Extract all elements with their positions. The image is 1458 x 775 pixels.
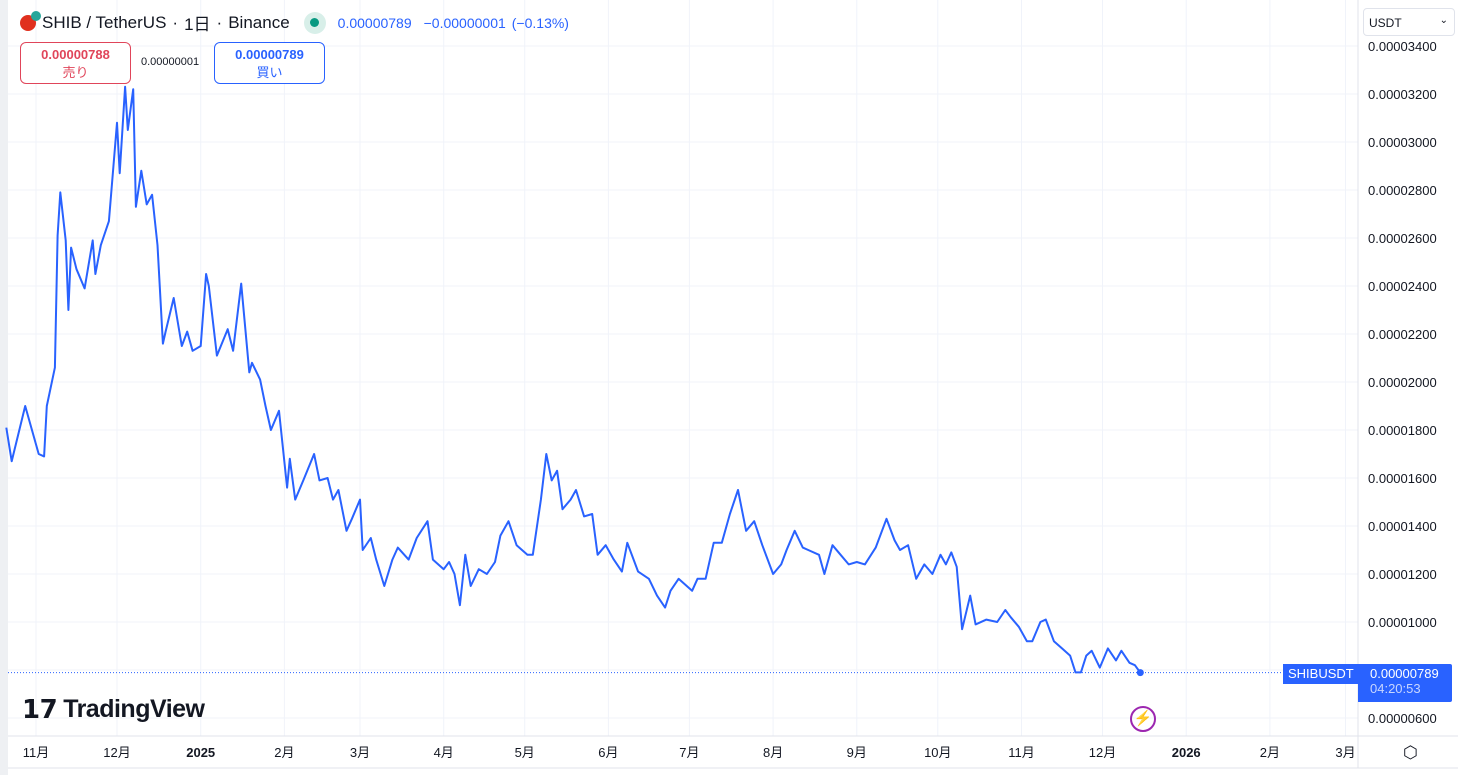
x-tick-label: 12月 [103, 745, 130, 760]
y-tick-label: 0.00001000 [1368, 615, 1437, 630]
tradingview-logo[interactable]: 𝟭𝟳 TradingView [22, 694, 205, 725]
symbol-header: SHIB / TetherUS · 1日 · Binance 0.0000078… [20, 10, 569, 35]
y-tick-label: 0.00003400 [1368, 39, 1437, 54]
logo-text: TradingView [63, 695, 205, 723]
settings-icon[interactable]: ⬡ [1403, 743, 1418, 762]
exchange: Binance [228, 12, 290, 32]
x-tick-label: 3月 [350, 745, 370, 760]
market-open-icon [303, 11, 326, 34]
x-tick-label: 8月 [763, 745, 783, 760]
tradingview-mark-icon: 𝟭𝟳 [22, 694, 58, 724]
currency-chevron-icon: ⌄ [1439, 15, 1448, 26]
buy-button[interactable]: 0.00000789 買い [214, 42, 325, 84]
y-tick-label: 0.00001200 [1368, 567, 1437, 582]
x-tick-label: 7月 [679, 745, 699, 760]
last-price-label: 0.00000789 04:20:53 [1358, 664, 1452, 702]
x-tick-label: 4月 [434, 745, 454, 760]
price-change: −0.00000001 [423, 14, 506, 31]
y-tick-label: 0.00000600 [1368, 711, 1437, 726]
separator: · [172, 12, 179, 32]
y-tick-label: 0.00003200 [1368, 87, 1437, 102]
sell-label: 売り [62, 65, 89, 80]
x-tick-label: 2026 [1172, 745, 1201, 760]
currency-value: USDT [1369, 16, 1402, 30]
x-tick-label: 11月 [1008, 745, 1035, 760]
y-tick-label: 0.00001800 [1368, 423, 1437, 438]
x-tick-label: 5月 [515, 745, 535, 760]
x-tick-label: 3月 [1335, 745, 1355, 760]
sell-button[interactable]: 0.00000788 売り [20, 42, 131, 84]
x-tick-label: 2025 [186, 745, 215, 760]
x-tick-label: 6月 [598, 745, 618, 760]
shib-logo-icon [20, 10, 41, 31]
last-price: 0.00000789 [337, 14, 412, 31]
y-tick-label: 0.00001400 [1368, 519, 1437, 534]
sell-price: 0.00000788 [41, 47, 110, 62]
y-tick-label: 0.00001600 [1368, 471, 1437, 486]
lightning-alert-icon[interactable]: ⚡ [1130, 706, 1156, 732]
symbol-price-label: SHIBUSDT [1283, 664, 1359, 684]
y-tick-label: 0.00003000 [1368, 135, 1437, 150]
spread: 0.00000001 [141, 56, 200, 68]
x-tick-label: 12月 [1089, 745, 1116, 760]
x-tick-label: 2月 [274, 745, 294, 760]
x-tick-label: 2月 [1260, 745, 1280, 760]
price-line [5, 85, 1142, 674]
y-tick-label: 0.00002200 [1368, 327, 1437, 342]
buy-label: 買い [256, 65, 283, 80]
x-tick-label: 10月 [924, 745, 951, 760]
y-tick-label: 0.00002800 [1368, 183, 1437, 198]
last-price-value: 0.00000789 [1370, 666, 1439, 681]
price-change-pct: (−0.13%) [511, 14, 569, 31]
buy-price: 0.00000789 [235, 47, 304, 62]
symbol-name[interactable]: SHIB / TetherUS [42, 12, 167, 32]
y-tick-label: 0.00002400 [1368, 279, 1437, 294]
y-tick-label: 0.00002000 [1368, 375, 1437, 390]
x-tick-label: 9月 [847, 745, 867, 760]
separator: · [216, 12, 223, 32]
last-price-dot [1136, 669, 1144, 677]
y-tick-label: 0.00002600 [1368, 231, 1437, 246]
interval[interactable]: 1日 [184, 15, 211, 34]
bar-countdown: 04:20:53 [1370, 681, 1421, 696]
currency-select[interactable]: USDT ⌄ [1363, 8, 1455, 36]
x-tick-label: 11月 [23, 745, 50, 760]
